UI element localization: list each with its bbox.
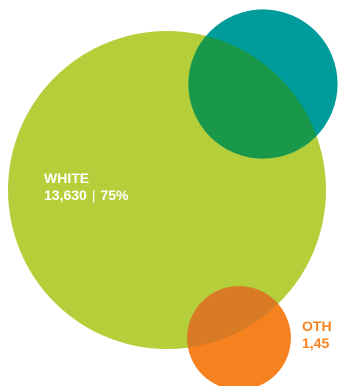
bubble-count-white: 13,630 [44, 187, 87, 203]
bubble-label-other: OTH 1,45 [302, 318, 332, 352]
bubble-name-other: OTH [302, 318, 332, 334]
bubble-separator: | [91, 187, 96, 203]
bubble-name-white: WHITE [44, 170, 90, 186]
bubble-count-other: 1,45 [302, 335, 330, 351]
bubble-label-white: WHITE 13,630 | 75% [44, 170, 129, 204]
bubble-percent-white: 75% [100, 187, 129, 203]
